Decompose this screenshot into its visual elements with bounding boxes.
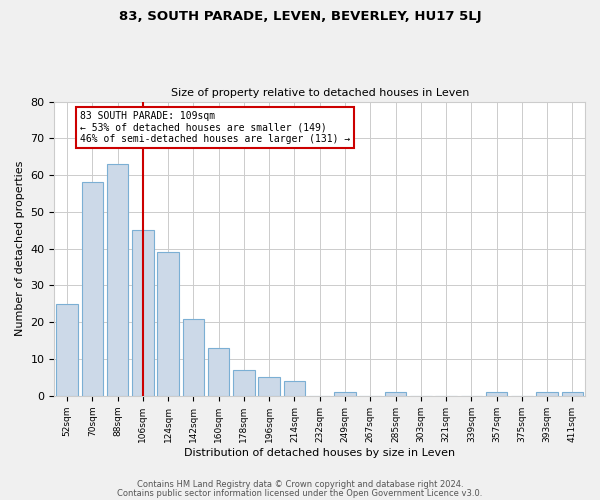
Bar (157, 252, 179, 396)
Text: Contains HM Land Registry data © Crown copyright and database right 2024.: Contains HM Land Registry data © Crown c… (137, 480, 463, 489)
Bar (562, 392, 583, 396)
Title: Size of property relative to detached houses in Leven: Size of property relative to detached ho… (170, 88, 469, 98)
Bar (132, 230, 154, 396)
X-axis label: Distribution of detached houses by size in Leven: Distribution of detached houses by size … (184, 448, 455, 458)
Bar (233, 370, 254, 396)
Bar (284, 381, 305, 396)
Bar (334, 392, 356, 396)
Y-axis label: Number of detached properties: Number of detached properties (15, 161, 25, 336)
Text: 83 SOUTH PARADE: 109sqm
← 53% of detached houses are smaller (149)
46% of semi-d: 83 SOUTH PARADE: 109sqm ← 53% of detache… (80, 111, 350, 144)
Bar (259, 378, 280, 396)
Bar (182, 318, 204, 396)
Bar (486, 392, 508, 396)
Bar (82, 182, 103, 396)
Bar (208, 348, 229, 396)
Bar (536, 392, 558, 396)
Bar (56, 304, 78, 396)
Text: 83, SOUTH PARADE, LEVEN, BEVERLEY, HU17 5LJ: 83, SOUTH PARADE, LEVEN, BEVERLEY, HU17 … (119, 10, 481, 23)
Text: Contains public sector information licensed under the Open Government Licence v3: Contains public sector information licen… (118, 488, 482, 498)
Bar (107, 164, 128, 396)
Bar (385, 392, 406, 396)
